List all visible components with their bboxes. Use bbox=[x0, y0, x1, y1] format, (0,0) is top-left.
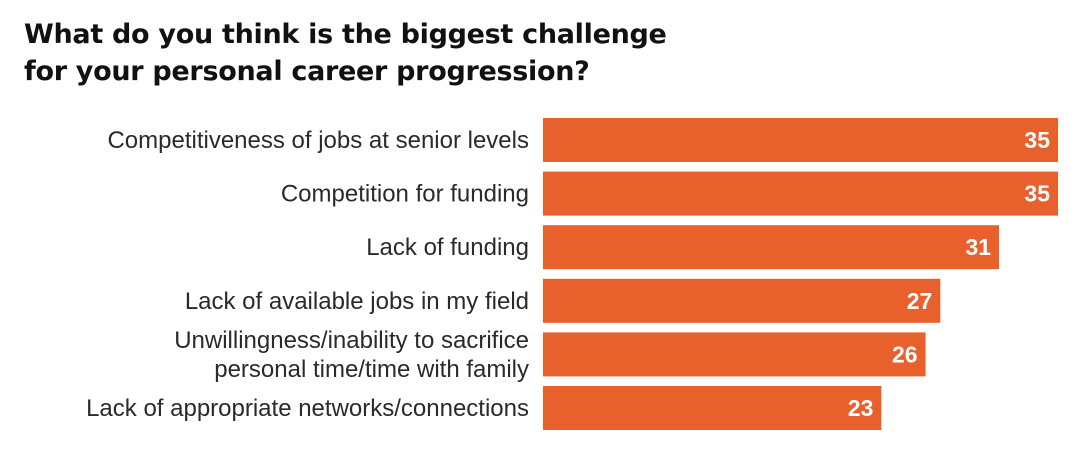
bar-1 bbox=[543, 118, 1058, 162]
bar-value-label-5: 26 bbox=[892, 341, 918, 367]
category-label-2: Competition for funding bbox=[281, 181, 529, 208]
chart-title: What do you think is the biggest challen… bbox=[24, 16, 724, 90]
bar-value-label-4: 27 bbox=[907, 288, 933, 314]
bar-value-label-6: 23 bbox=[848, 395, 874, 421]
bar-6 bbox=[543, 386, 882, 430]
bar-2 bbox=[543, 171, 1058, 216]
bar-value-label-3: 31 bbox=[966, 234, 992, 260]
bar-value-label-2: 35 bbox=[1024, 181, 1050, 207]
bar-5 bbox=[543, 332, 926, 377]
category-label-5-line-1: Unwillingness/inability to sacrifice bbox=[174, 327, 529, 354]
category-label-4: Lack of available jobs in my field bbox=[185, 288, 529, 315]
category-label-5-line-2: personal time/time with family bbox=[214, 356, 529, 383]
category-label-1: Competitiveness of jobs at senior levels bbox=[107, 127, 529, 154]
category-label-6: Lack of appropriate networks/connections bbox=[86, 395, 529, 422]
bar-4 bbox=[543, 278, 941, 323]
bar-3 bbox=[543, 225, 1000, 270]
chart-title-line-1: What do you think is the biggest challen… bbox=[24, 19, 667, 50]
category-label-3: Lack of funding bbox=[366, 234, 529, 261]
bar-value-label-1: 35 bbox=[1024, 127, 1050, 153]
chart-title-line-2: for your personal career progression? bbox=[24, 56, 590, 87]
